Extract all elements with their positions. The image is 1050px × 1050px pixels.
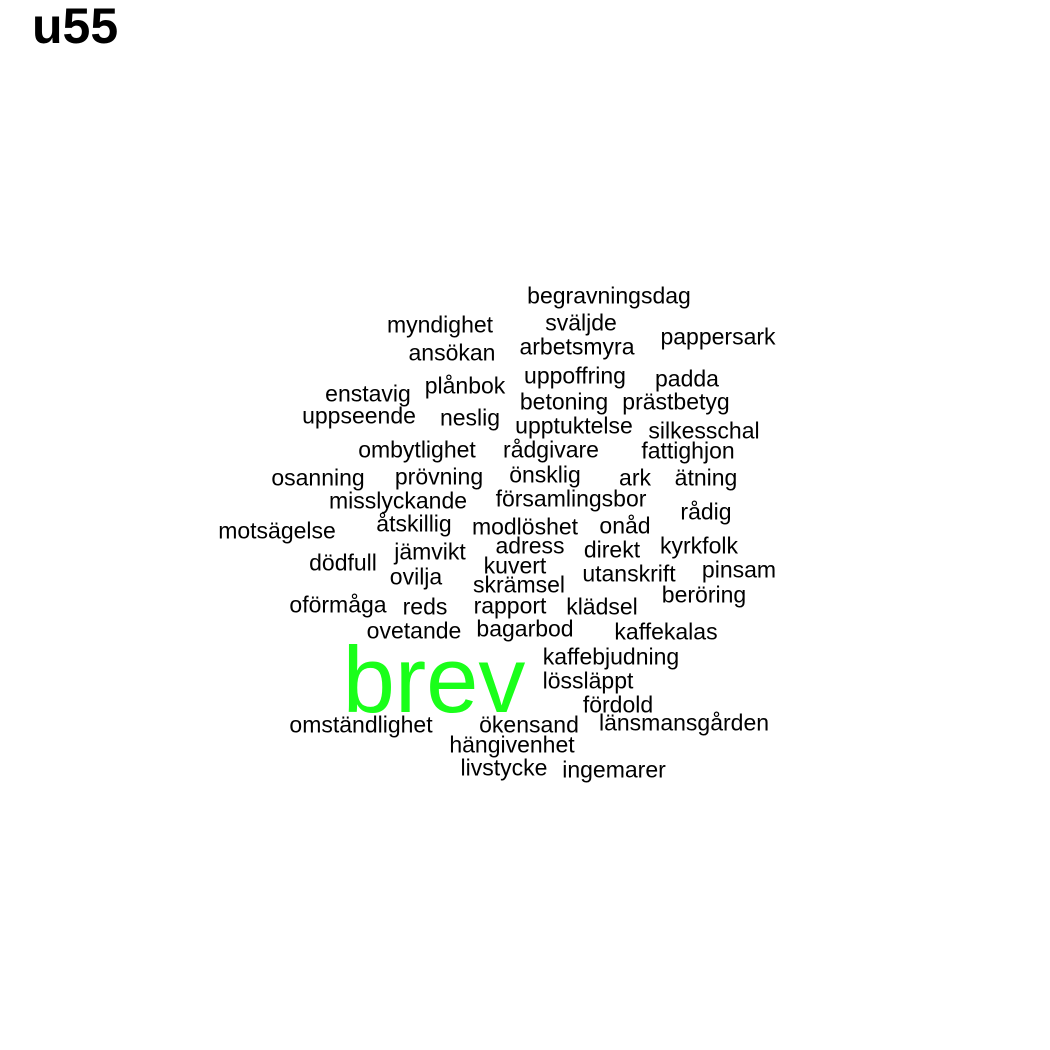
word-ovilja: ovilja: [389, 563, 443, 590]
word-kladsel: klädsel: [566, 593, 638, 620]
word-oformaga: oförmåga: [289, 591, 387, 618]
word-lansmansgarden: länsmansgården: [598, 709, 770, 736]
word-utanskrift: utanskrift: [582, 560, 676, 587]
word-kaffebjudning: kaffebjudning: [542, 643, 680, 670]
word-hangivenhet: hängivenhet: [449, 731, 575, 758]
word-reds: reds: [402, 593, 448, 620]
word-begravningsdag: begravningsdag: [527, 282, 691, 309]
word-pappersark: pappersark: [660, 323, 776, 350]
word-betoning: betoning: [519, 388, 609, 415]
word-padda: padda: [655, 365, 719, 392]
word-kyrkfolk: kyrkfolk: [660, 532, 738, 559]
word-misslyckande: misslyckande: [328, 487, 468, 514]
word-rapport: rapport: [473, 592, 547, 619]
word-beroring: beröring: [661, 581, 747, 608]
word-kuvert: kuvert: [483, 552, 547, 579]
word-silkesschal: silkesschal: [648, 417, 760, 444]
word-upptuktelse: upptuktelse: [515, 412, 633, 439]
word-uppoffring: uppoffring: [524, 362, 626, 389]
word-fordold: fördold: [582, 691, 654, 718]
word-radgivare: rådgivare: [503, 436, 599, 463]
word-ovetande: ovetande: [366, 617, 462, 644]
word-osanning: osanning: [271, 464, 365, 491]
word-provning: prövning: [394, 463, 484, 490]
word-omstandlighet: omständlighet: [289, 711, 433, 738]
word-forsamlingsbor: församlingsbor: [495, 485, 647, 512]
word-motsagelse: motsägelse: [218, 517, 336, 544]
word-skramsel: skrämsel: [472, 571, 566, 598]
word-okensand: ökensand: [479, 711, 579, 738]
word-brev: brev: [342, 627, 526, 732]
word-ansokan: ansökan: [408, 339, 496, 366]
word-dodfull: dödfull: [309, 549, 377, 576]
word-enstavig: enstavig: [325, 380, 411, 407]
word-radig: rådig: [680, 498, 732, 525]
word-adress: adress: [495, 532, 565, 559]
word-ombytlighet: ombytlighet: [358, 436, 476, 463]
word-ingemarer: ingemarer: [562, 756, 666, 783]
word-prastbetyg: prästbetyg: [622, 388, 730, 415]
word-bagarbod: bagarbod: [476, 615, 574, 642]
word-atning: ätning: [674, 464, 738, 491]
word-fattighjon: fattighjon: [641, 437, 735, 464]
word-kaffekalas: kaffekalas: [614, 618, 718, 645]
word-arbetsmyra: arbetsmyra: [519, 333, 635, 360]
word-atskillig: åtskillig: [376, 510, 452, 537]
word-losslappt: lössläppt: [542, 667, 634, 694]
word-svaljde: sväljde: [545, 309, 617, 336]
word-jamvikt: jämvikt: [394, 538, 466, 565]
word-myndighet: myndighet: [386, 311, 494, 338]
word-uppseende: uppseende: [302, 402, 416, 429]
word-direkt: direkt: [583, 536, 641, 563]
word-onsklig: önsklig: [509, 461, 581, 488]
word-pinsam: pinsam: [701, 556, 777, 583]
word-livstycke: livstycke: [460, 754, 548, 781]
chart-title: u55: [32, 0, 119, 54]
word-neslig: neslig: [439, 404, 501, 431]
word-ark: ark: [619, 464, 651, 491]
word-onad: onåd: [599, 512, 651, 539]
word-modloshet: modlöshet: [471, 513, 579, 540]
word-planbok: plånbok: [424, 372, 506, 399]
